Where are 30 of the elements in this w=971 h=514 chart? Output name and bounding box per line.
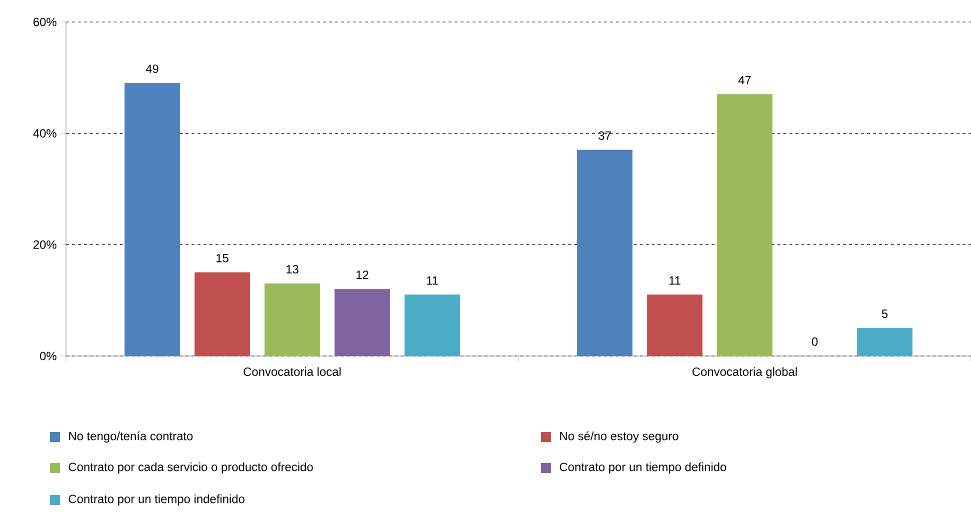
data-label: 49 (146, 64, 158, 74)
data-label: 13 (286, 264, 298, 274)
bar (647, 294, 702, 356)
legend-label: No tengo/tenía contrato (69, 431, 193, 443)
y-tick-label: 20% (33, 240, 56, 249)
data-label: 47 (738, 76, 751, 84)
legend-label: Contrato por un tiempo indefinido (68, 494, 244, 506)
bar (194, 272, 250, 356)
data-label: 5 (882, 310, 888, 318)
legend-label: No sé/no estoy seguro (560, 431, 678, 443)
data-label: 37 (598, 131, 611, 140)
data-label: 15 (216, 254, 228, 262)
x-tick-label: Convocatoria global (692, 367, 797, 378)
legend-label: Contrato por cada servicio o producto ofrecido (68, 462, 313, 474)
bar (264, 283, 320, 356)
y-tick-label: 0% (40, 352, 56, 360)
bar (404, 294, 460, 356)
bar (857, 328, 912, 356)
data-label: 0 (812, 337, 818, 346)
bar (717, 94, 772, 356)
data-label: 12 (356, 270, 368, 280)
data-label: 11 (669, 276, 680, 285)
bar (334, 289, 390, 356)
y-tick-label: 60% (34, 18, 56, 26)
bar (124, 83, 180, 356)
x-tick-label: Convocatoria local (244, 367, 341, 376)
data-label: 11 (426, 276, 438, 285)
y-tick-label: 40% (33, 129, 56, 138)
legend-label: Contrato por un tiempo definido (560, 462, 726, 474)
bar (577, 150, 632, 356)
